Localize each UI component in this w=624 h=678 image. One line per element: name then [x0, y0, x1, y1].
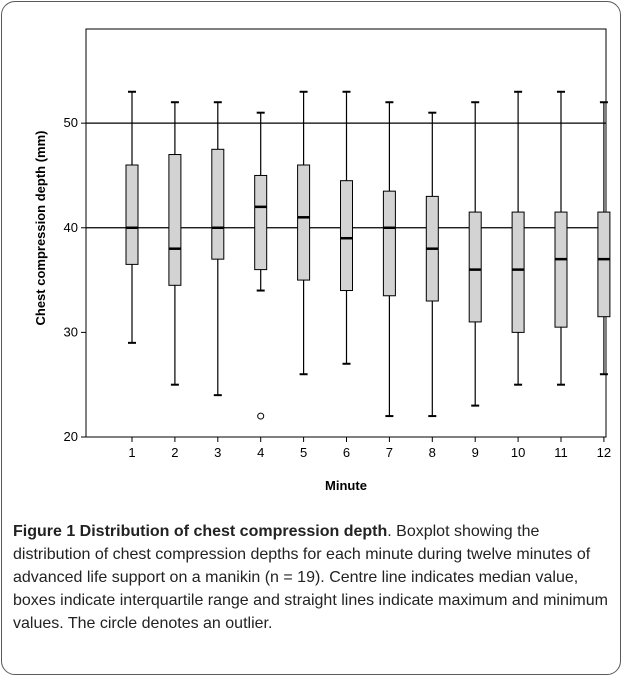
box-minute-2 [168, 101, 182, 386]
iqr-box [125, 164, 139, 265]
box-minute-3 [211, 101, 225, 397]
box-minute-4 [254, 111, 268, 292]
caption-title: Figure 1 Distribution of chest compressi… [13, 523, 388, 540]
x-tick-label: 7 [386, 445, 393, 460]
y-tick-label: 30 [64, 324, 78, 339]
iqr-box [168, 154, 182, 286]
boxes [125, 90, 611, 418]
box-minute-10 [511, 90, 525, 386]
y-tick-label: 20 [64, 429, 78, 444]
x-tick-label: 10 [511, 445, 525, 460]
x-tick-label: 4 [257, 445, 264, 460]
y-axis: 20 30 40 50 [64, 115, 86, 444]
y-tick-label: 40 [64, 220, 78, 235]
x-tick-label: 2 [171, 445, 178, 460]
iqr-box [211, 148, 225, 260]
iqr-box [382, 190, 396, 297]
figure-caption: Figure 1 Distribution of chest compressi… [13, 520, 613, 635]
iqr-box [468, 211, 482, 323]
box-minute-5 [297, 90, 311, 376]
x-axis-label: Minute [325, 478, 367, 493]
box-minute-7 [382, 101, 396, 418]
box-minute-8 [425, 111, 439, 418]
x-tick-label: 3 [214, 445, 221, 460]
x-tick-label: 9 [472, 445, 479, 460]
iqr-box [554, 211, 568, 328]
x-tick-label: 6 [343, 445, 350, 460]
box-minute-6 [340, 90, 353, 365]
x-tick-label: 12 [597, 445, 611, 460]
y-axis-label: Chest compression depth (mm) [33, 130, 48, 325]
iqr-box [511, 211, 525, 333]
box-minute-1 [125, 90, 139, 344]
box-minute-9 [468, 101, 482, 407]
x-tick-label: 1 [128, 445, 135, 460]
iqr-box [297, 164, 311, 281]
box-minute-12 [597, 101, 611, 376]
box-minute-11 [554, 90, 568, 386]
x-tick-label: 11 [554, 445, 568, 460]
caption-text: . Boxplot showing the distribution of ch… [13, 523, 608, 632]
y-tick-label: 50 [64, 115, 78, 130]
x-tick-label: 8 [429, 445, 436, 460]
iqr-box [597, 211, 611, 318]
iqr-box [254, 174, 268, 271]
outliers [257, 412, 265, 420]
outlier-point [257, 412, 265, 420]
x-axis: 1 2 3 4 5 6 7 8 9 10 11 12 [128, 437, 611, 460]
iqr-box [340, 180, 353, 292]
x-tick-label: 5 [300, 445, 307, 460]
